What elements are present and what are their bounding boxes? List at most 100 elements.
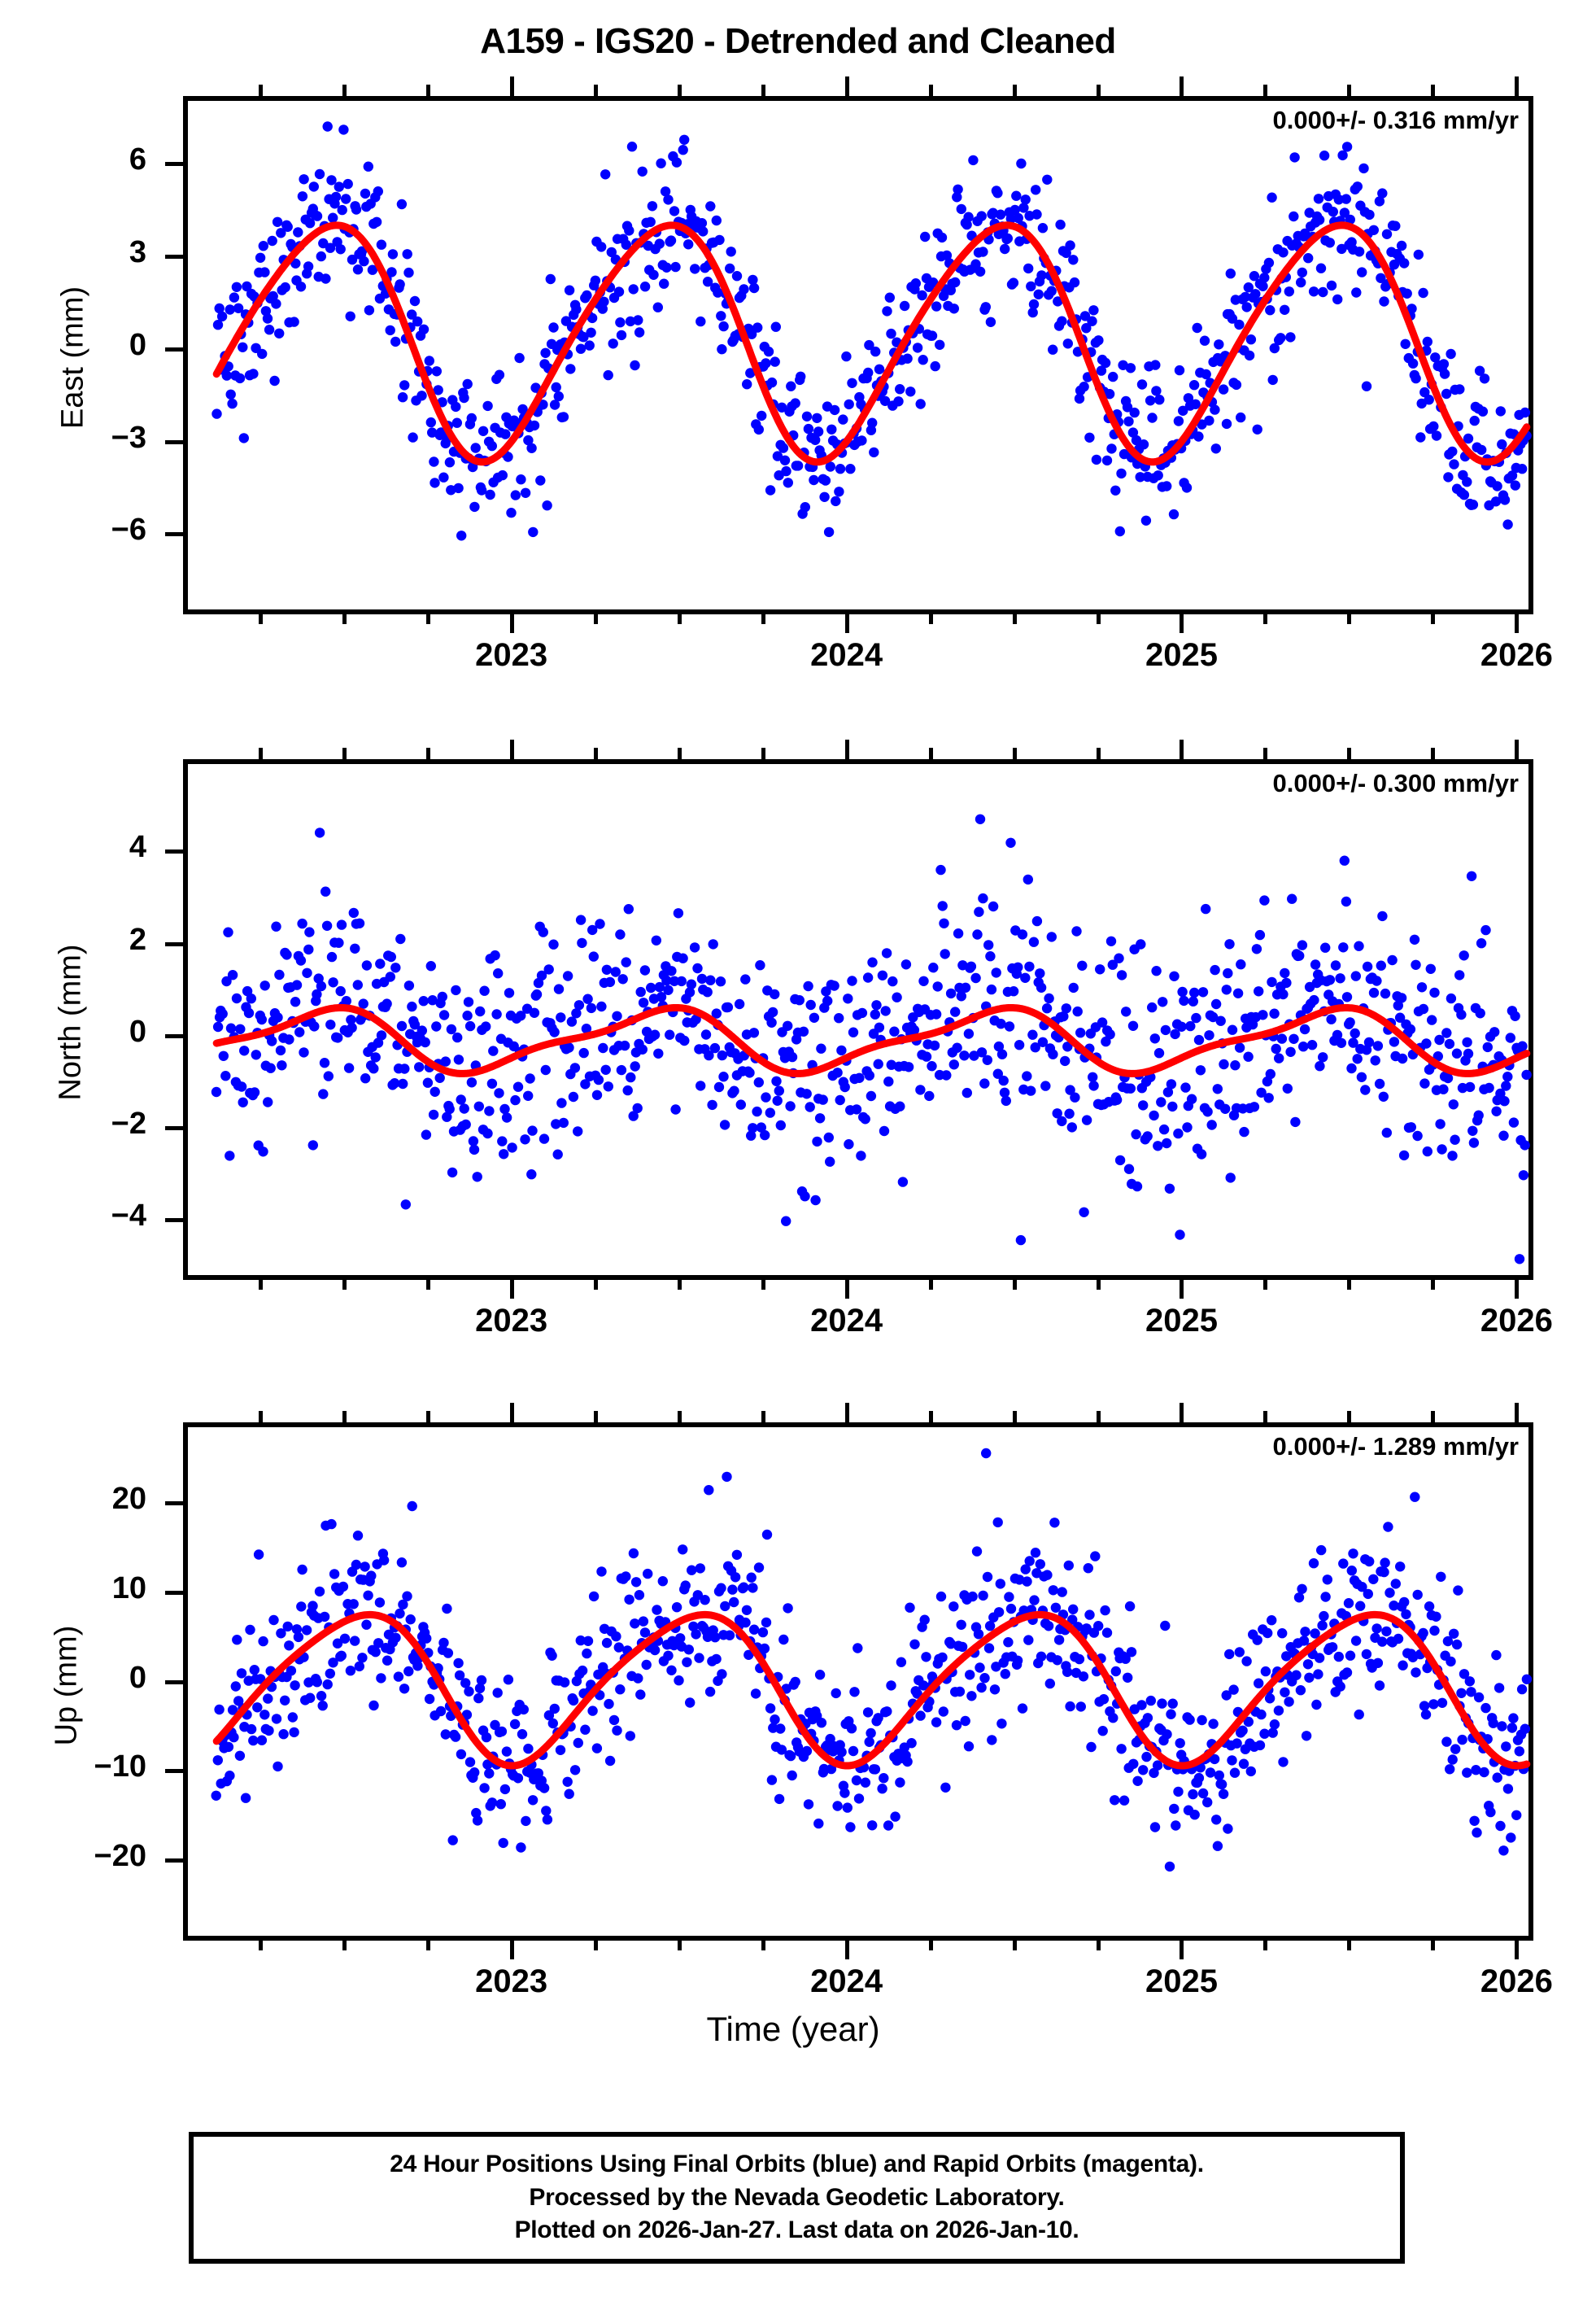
y-tick-label-up-1: 10 xyxy=(111,1570,146,1605)
x-major-tick-top-east xyxy=(509,76,514,98)
x-minor-tick-east xyxy=(342,612,347,624)
x-minor-tick-east xyxy=(761,612,765,624)
y-tick-label-east-2: 0 xyxy=(129,327,146,362)
x-minor-tick-up xyxy=(1096,1938,1101,1950)
y-tick-up-4 xyxy=(165,1858,183,1863)
x-minor-tick-east xyxy=(1263,612,1268,624)
panel-north-plot-area xyxy=(211,814,1532,1264)
x-minor-tick-up xyxy=(258,1938,263,1950)
x-minor-tick-up xyxy=(425,1938,430,1950)
y-tick-label-east-1: 3 xyxy=(129,235,146,270)
x-minor-tick-top-north xyxy=(677,748,682,760)
y-tick-label-north-3: −2 xyxy=(111,1107,146,1142)
x-minor-tick-north xyxy=(1347,1277,1352,1290)
x-minor-tick-top-east xyxy=(1347,85,1352,97)
caption-line-2: Processed by the Nevada Geodetic Laborat… xyxy=(529,2183,1065,2211)
x-minor-tick-east xyxy=(1012,612,1017,624)
x-major-tick-north xyxy=(1180,1277,1184,1299)
x-minor-tick-north xyxy=(258,1277,263,1290)
x-minor-tick-up xyxy=(928,1938,933,1950)
panel-east-frame xyxy=(183,96,1533,614)
y-tick-label-north-2: 0 xyxy=(129,1014,146,1049)
y-tick-east-0 xyxy=(165,162,183,167)
x-major-tick-up xyxy=(1180,1938,1184,1959)
panel-east-rate-label: 0.000+/- 0.316 mm/yr xyxy=(1272,106,1519,134)
y-tick-label-east-0: 6 xyxy=(129,142,146,177)
x-minor-tick-east xyxy=(258,612,263,624)
page-title: A159 - IGS20 - Detrended and Cleaned xyxy=(480,21,1116,61)
x-minor-tick-top-north xyxy=(1431,748,1436,760)
x-major-tick-east xyxy=(844,612,849,633)
x-major-tick-top-north xyxy=(1515,740,1520,761)
x-minor-tick-north xyxy=(342,1277,347,1290)
x-minor-tick-up xyxy=(1012,1938,1017,1950)
panel-north-rate-label: 0.000+/- 0.300 mm/yr xyxy=(1272,769,1519,797)
y-tick-north-2 xyxy=(165,1033,183,1038)
y-tick-up-3 xyxy=(165,1769,183,1774)
x-tick-label-north-2024: 2024 xyxy=(810,1303,883,1339)
panel-east-plot-area xyxy=(211,121,1532,541)
y-tick-north-1 xyxy=(165,941,183,946)
panel-north-frame xyxy=(183,759,1533,1280)
y-tick-label-up-2: 0 xyxy=(129,1660,146,1695)
x-axis-label: Time (year) xyxy=(706,2010,880,2048)
x-minor-tick-top-up xyxy=(761,1411,765,1423)
x-minor-tick-top-up xyxy=(677,1411,682,1423)
x-minor-tick-top-east xyxy=(342,85,347,97)
x-tick-label-east-2025: 2025 xyxy=(1145,637,1218,673)
x-minor-tick-top-up xyxy=(425,1411,430,1423)
y-tick-label-north-0: 4 xyxy=(129,830,146,865)
x-tick-label-up-2024: 2024 xyxy=(810,1963,883,1999)
x-minor-tick-top-up xyxy=(1431,1411,1436,1423)
y-tick-up-2 xyxy=(165,1679,183,1684)
y-tick-label-east-3: −3 xyxy=(111,420,146,455)
x-tick-label-east-2023: 2023 xyxy=(475,637,548,673)
x-tick-label-up-2026: 2026 xyxy=(1480,1963,1553,1999)
x-minor-tick-north xyxy=(1096,1277,1101,1290)
x-minor-tick-east xyxy=(928,612,933,624)
x-major-tick-top-north xyxy=(509,740,514,761)
y-tick-east-3 xyxy=(165,439,183,444)
x-tick-label-north-2023: 2023 xyxy=(475,1303,548,1339)
x-minor-tick-top-east xyxy=(1012,85,1017,97)
x-tick-label-east-2026: 2026 xyxy=(1480,637,1553,673)
x-major-tick-up xyxy=(1515,1938,1520,1959)
x-minor-tick-top-north xyxy=(425,748,430,760)
x-major-tick-top-up xyxy=(1180,1403,1184,1424)
x-minor-tick-top-north xyxy=(1012,748,1017,760)
x-minor-tick-top-east xyxy=(761,85,765,97)
y-tick-up-1 xyxy=(165,1590,183,1595)
panel-up-rate-label: 0.000+/- 1.289 mm/yr xyxy=(1272,1432,1519,1461)
x-major-tick-top-east xyxy=(844,76,849,98)
x-tick-label-up-2025: 2025 xyxy=(1145,1963,1218,1999)
panel-up: 0.000+/- 1.289 mm/yr xyxy=(183,1422,1533,1941)
x-major-tick-east xyxy=(1180,612,1184,633)
caption-line-1: 24 Hour Positions Using Final Orbits (bl… xyxy=(390,2151,1204,2178)
x-major-tick-top-up xyxy=(509,1403,514,1424)
x-major-tick-top-north xyxy=(844,740,849,761)
x-minor-tick-top-east xyxy=(677,85,682,97)
x-major-tick-north xyxy=(509,1277,514,1299)
y-tick-label-up-0: 20 xyxy=(111,1481,146,1516)
x-minor-tick-east xyxy=(1096,612,1101,624)
panel-north: 0.000+/- 0.300 mm/yr xyxy=(183,759,1533,1280)
caption-box: 24 Hour Positions Using Final Orbits (bl… xyxy=(189,2132,1405,2264)
x-major-tick-north xyxy=(1515,1277,1520,1299)
x-minor-tick-top-north xyxy=(342,748,347,760)
x-minor-tick-up xyxy=(761,1938,765,1950)
x-minor-tick-north xyxy=(1263,1277,1268,1290)
x-major-tick-up xyxy=(509,1938,514,1959)
x-minor-tick-top-north xyxy=(1263,748,1268,760)
x-minor-tick-up xyxy=(1263,1938,1268,1950)
x-minor-tick-top-up xyxy=(1012,1411,1017,1423)
x-minor-tick-top-up xyxy=(1096,1411,1101,1423)
x-minor-tick-top-east xyxy=(928,85,933,97)
x-minor-tick-top-east xyxy=(593,85,598,97)
x-minor-tick-north xyxy=(593,1277,598,1290)
x-minor-tick-top-east xyxy=(1431,85,1436,97)
x-tick-label-north-2026: 2026 xyxy=(1480,1303,1553,1339)
x-minor-tick-top-east xyxy=(425,85,430,97)
x-minor-tick-east xyxy=(677,612,682,624)
x-tick-label-up-2023: 2023 xyxy=(475,1963,548,1999)
